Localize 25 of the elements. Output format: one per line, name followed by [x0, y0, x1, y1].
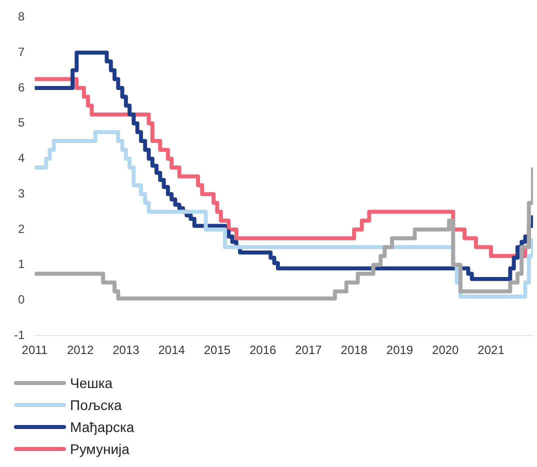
y-tick-label: 3	[18, 186, 25, 200]
legend-label: Пољска	[70, 397, 122, 413]
x-tick-label: 2018	[340, 343, 368, 358]
legend-label: Румунија	[70, 441, 130, 457]
x-tick-label: 2020	[432, 343, 460, 358]
y-tick-label: 2	[18, 222, 25, 236]
x-tick-label: 2021	[478, 343, 505, 358]
x-tick-label: 2016	[249, 343, 277, 358]
y-tick-label: 1	[18, 257, 25, 272]
y-tick-label: 5	[18, 116, 25, 130]
y-tick-label: 0	[18, 292, 25, 307]
y-tick-label: 7	[18, 44, 25, 59]
y-tick-label: 8	[18, 10, 25, 24]
x-tick-label: 2015	[204, 343, 231, 358]
x-tick-label: 2012	[66, 343, 94, 358]
y-tick-label: -1	[14, 328, 25, 342]
x-tick-label: 2019	[386, 343, 414, 358]
x-tick-label: 2011	[22, 343, 48, 358]
x-tick-label: 2014	[158, 343, 186, 358]
legend-label: Чешка	[70, 375, 113, 391]
y-tick-label: 6	[18, 80, 25, 94]
x-tick-label: 2017	[295, 343, 322, 358]
x-tick-label: 2013	[112, 343, 140, 358]
legend-label: Мађарска	[70, 419, 134, 435]
y-tick-label: 4	[18, 151, 25, 166]
